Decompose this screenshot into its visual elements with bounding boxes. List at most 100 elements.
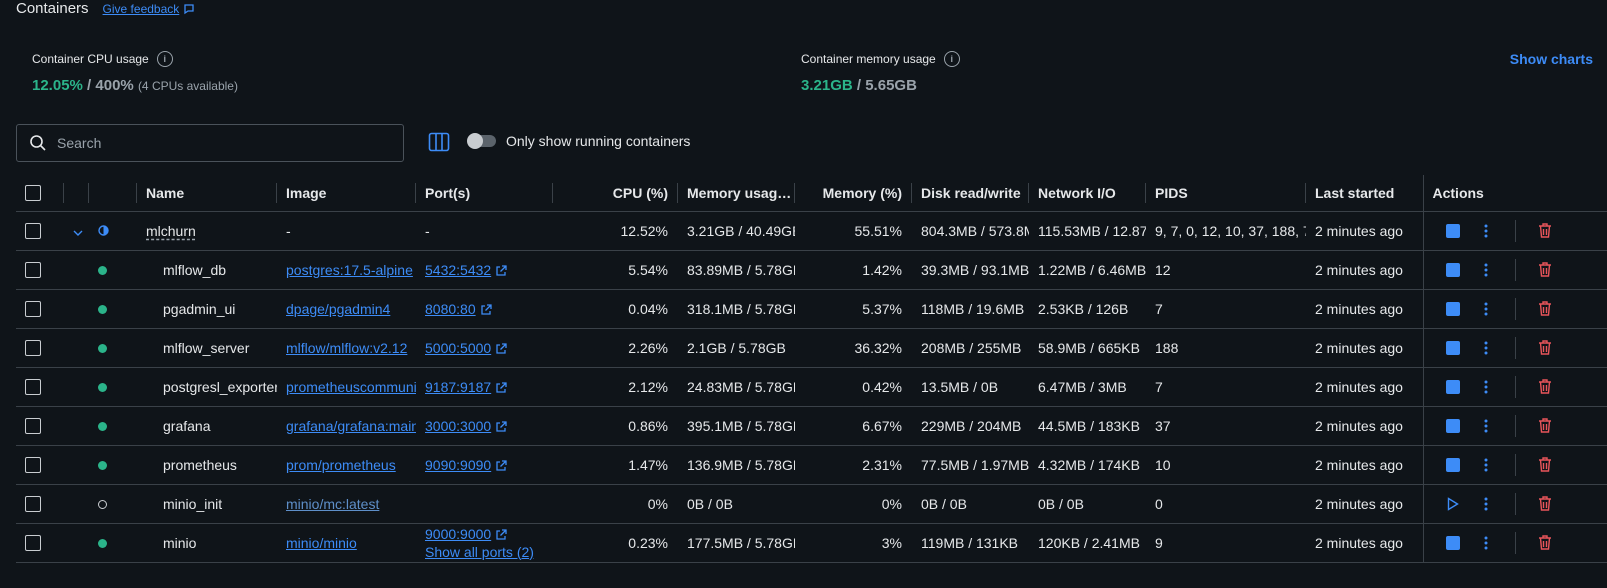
image-link[interactable]: prom/prometheus — [286, 456, 396, 473]
delete-button[interactable] — [1535, 455, 1555, 475]
more-options-button[interactable] — [1476, 260, 1496, 280]
container-row[interactable]: grafana grafana/grafana:main 3000:3000 0… — [16, 406, 1607, 445]
page-header: Containers Give feedback — [16, 0, 195, 18]
col-memory-usage[interactable]: Memory usag… — [678, 175, 795, 211]
delete-button[interactable] — [1535, 260, 1555, 280]
image-link[interactable]: minio/mc:latest — [286, 495, 380, 512]
image-link[interactable]: postgres:17.5-alpine — [286, 261, 413, 278]
container-name[interactable]: minio — [163, 534, 197, 551]
col-network[interactable]: Network I/O — [1029, 175, 1146, 211]
container-name[interactable]: pgadmin_ui — [163, 300, 236, 317]
more-options-button[interactable] — [1476, 416, 1496, 436]
stop-button[interactable] — [1443, 533, 1463, 553]
more-options-icon — [1484, 341, 1487, 354]
give-feedback-link[interactable]: Give feedback — [103, 2, 196, 16]
more-options-button[interactable] — [1476, 377, 1496, 397]
row-checkbox[interactable] — [25, 340, 41, 357]
container-group-row[interactable]: mlchurn - - 12.52% 3.21GB / 40.49GB 55.5… — [16, 211, 1607, 250]
image-link[interactable]: grafana/grafana:main — [286, 417, 416, 434]
image-link[interactable]: prometheuscommunity — [286, 378, 416, 395]
container-name[interactable]: minio_init — [163, 495, 223, 512]
stop-button[interactable] — [1443, 260, 1463, 280]
select-all-checkbox[interactable] — [25, 185, 41, 202]
image-cell: minio/mc:latest — [277, 484, 416, 523]
col-name[interactable]: Name — [137, 175, 277, 211]
port-link[interactable]: 3000:3000 — [425, 417, 492, 434]
expand-button[interactable] — [73, 223, 83, 239]
port-link[interactable]: 5000:5000 — [425, 339, 492, 356]
port-link[interactable]: 9090:9090 — [425, 456, 492, 473]
col-image[interactable]: Image — [277, 175, 416, 211]
col-last-started[interactable]: Last started — [1315, 184, 1395, 201]
container-row[interactable]: prometheus prom/prometheus 9090:9090 1.4… — [16, 445, 1607, 484]
port-link[interactable]: 9187:9187 — [425, 378, 492, 395]
delete-button[interactable] — [1535, 533, 1555, 553]
image-link[interactable]: mlflow/mlflow:v2.12 — [286, 339, 408, 356]
row-checkbox[interactable] — [25, 379, 41, 396]
cpu-cell: 12.52% — [620, 222, 668, 239]
port-link[interactable]: 9000:9000 — [425, 525, 492, 542]
info-icon[interactable]: i — [943, 51, 960, 67]
more-options-button[interactable] — [1476, 338, 1496, 358]
actions-cell — [1422, 250, 1607, 289]
stop-button[interactable] — [1443, 299, 1463, 319]
container-name[interactable]: mlchurn — [146, 222, 196, 239]
delete-button[interactable] — [1535, 377, 1555, 397]
col-ports[interactable]: Port(s) — [416, 175, 553, 211]
row-checkbox[interactable] — [25, 457, 41, 474]
stop-button[interactable] — [1443, 455, 1463, 475]
show-all-ports-link[interactable]: Show all ports (2) — [425, 543, 534, 560]
container-name[interactable]: prometheus — [163, 456, 237, 473]
container-row[interactable]: minio minio/minio 9000:9000 Show all port… — [16, 523, 1607, 562]
port-link[interactable]: 8080:80 — [425, 300, 476, 317]
columns-icon[interactable] — [428, 131, 450, 153]
container-row[interactable]: mlflow_db postgres:17.5-alpine 5432:5432… — [16, 250, 1607, 289]
container-name[interactable]: grafana — [163, 417, 211, 434]
stop-button[interactable] — [1443, 338, 1463, 358]
stop-button[interactable] — [1443, 221, 1463, 241]
show-charts-button[interactable]: Show charts — [1509, 51, 1593, 67]
row-checkbox[interactable] — [25, 535, 41, 552]
row-checkbox[interactable] — [25, 301, 41, 318]
start-button[interactable] — [1443, 494, 1463, 514]
col-cpu[interactable]: CPU (%) — [553, 175, 678, 211]
more-options-button[interactable] — [1476, 221, 1496, 241]
delete-button[interactable] — [1535, 494, 1555, 514]
port-link[interactable]: 5432:5432 — [425, 261, 492, 278]
search-input[interactable] — [55, 134, 379, 152]
row-checkbox[interactable] — [25, 418, 41, 435]
container-row[interactable]: pgadmin_ui dpage/pgadmin4 8080:80 0.04% … — [16, 289, 1607, 328]
container-name[interactable]: mlflow_server — [163, 339, 250, 356]
more-options-button[interactable] — [1476, 533, 1496, 553]
container-row[interactable]: mlflow_server mlflow/mlflow:v2.12 5000:5… — [16, 328, 1607, 367]
delete-button[interactable] — [1535, 416, 1555, 436]
stop-button[interactable] — [1443, 377, 1463, 397]
ports-cell — [416, 484, 553, 523]
more-options-button[interactable] — [1476, 494, 1496, 514]
memory-usage-cell: 395.1MB / 5.78GB — [687, 417, 795, 434]
row-checkbox[interactable] — [25, 496, 41, 513]
pids-cell: 9 — [1155, 534, 1163, 551]
more-options-button[interactable] — [1476, 455, 1496, 475]
delete-button[interactable] — [1535, 221, 1555, 241]
col-disk[interactable]: Disk read/write — [912, 175, 1029, 211]
stop-button[interactable] — [1443, 416, 1463, 436]
running-only-toggle[interactable] — [467, 133, 496, 149]
delete-button[interactable] — [1535, 338, 1555, 358]
image-link[interactable]: minio/minio — [286, 534, 357, 551]
col-memory-pct[interactable]: Memory (%) — [795, 175, 912, 211]
container-row[interactable]: minio_init minio/mc:latest 0% 0B / 0B 0%… — [16, 484, 1607, 523]
container-row[interactable]: postgresl_exporter prometheuscommunity 9… — [16, 367, 1607, 406]
container-name[interactable]: mlflow_db — [163, 261, 227, 278]
more-options-button[interactable] — [1476, 299, 1496, 319]
cpu-cell: 2.12% — [628, 378, 668, 395]
col-pids[interactable]: PIDS — [1146, 175, 1306, 211]
info-icon[interactable]: i — [156, 51, 173, 67]
last-started-cell: 2 minutes ago — [1315, 456, 1403, 473]
network-cell: 44.5MB / 183KB — [1038, 417, 1140, 434]
image-link[interactable]: dpage/pgadmin4 — [286, 300, 391, 317]
row-checkbox[interactable] — [25, 262, 41, 279]
container-name[interactable]: postgresl_exporter — [163, 378, 277, 395]
delete-button[interactable] — [1535, 299, 1555, 319]
row-checkbox[interactable] — [25, 223, 41, 240]
